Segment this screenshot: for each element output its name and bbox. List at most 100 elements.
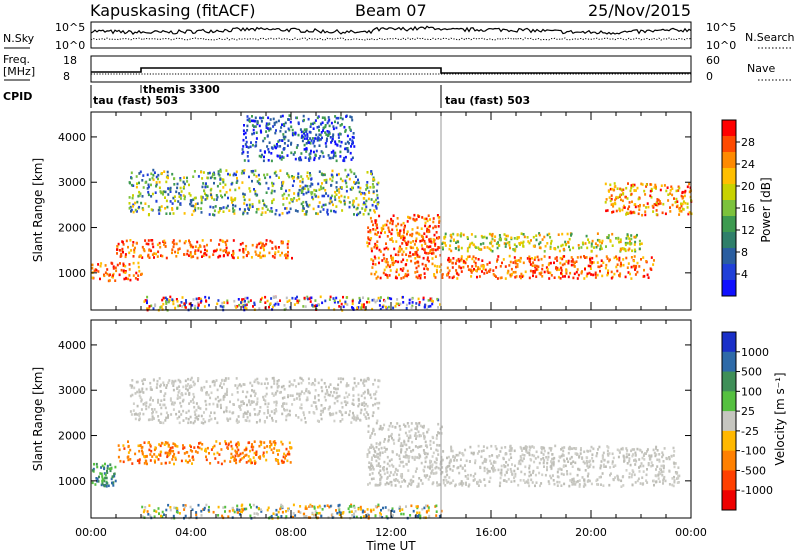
heatmap-cell [305, 398, 308, 402]
heatmap-cell [222, 398, 225, 401]
heatmap-cell [212, 402, 215, 406]
heatmap-cell [311, 191, 314, 194]
heatmap-cell [525, 448, 528, 451]
heatmap-cell [271, 241, 274, 244]
heatmap-cell [207, 393, 210, 397]
heatmap-cell [141, 390, 144, 393]
heatmap-cell [196, 451, 199, 454]
heatmap-cell [630, 449, 633, 453]
heatmap-cell [338, 199, 341, 203]
heatmap-cell [426, 307, 429, 311]
heatmap-cell [242, 255, 245, 259]
heatmap-cell [298, 158, 301, 162]
heatmap-cell [323, 179, 326, 182]
heatmap-cell [265, 205, 268, 208]
heatmap-cell [280, 507, 283, 510]
heatmap-cell [414, 261, 417, 265]
heatmap-cell [402, 234, 405, 238]
heatmap-cell [237, 441, 240, 444]
heatmap-cell [395, 453, 398, 456]
heatmap-cell [329, 177, 332, 181]
heatmap-cell [530, 239, 532, 242]
heatmap-cell [668, 456, 670, 459]
heatmap-cell [330, 209, 333, 213]
heatmap-cell [334, 142, 337, 146]
heatmap-cell [611, 460, 614, 463]
heatmap-cell [192, 401, 195, 404]
heatmap-cell [673, 475, 675, 479]
heatmap-cell [134, 452, 137, 456]
heatmap-cell [300, 381, 303, 385]
heatmap-cell [253, 451, 256, 455]
heatmap-cell [515, 275, 518, 278]
heatmap-cell [375, 233, 378, 236]
heatmap-cell [309, 152, 312, 155]
heatmap-cell [481, 270, 483, 273]
heatmap-cell [391, 425, 394, 428]
heatmap-cell [324, 407, 326, 410]
heatmap-cell [346, 134, 349, 138]
heatmap-cell [431, 482, 434, 486]
heatmap-cell [296, 144, 299, 147]
heatmap-cell [450, 481, 453, 485]
heatmap-cell [158, 206, 161, 209]
heatmap-cell [232, 256, 235, 260]
heatmap-cell [537, 455, 540, 459]
heatmap-cell [112, 265, 115, 268]
heatmap-cell [351, 299, 354, 303]
heatmap-cell [281, 212, 284, 215]
heatmap-cell [334, 190, 337, 194]
heatmap-cell [565, 269, 568, 273]
heatmap-cell [563, 446, 566, 449]
heatmap-cell [345, 175, 348, 178]
heatmap-cell [652, 210, 655, 213]
heatmap-cell [187, 383, 190, 386]
heatmap-cell [502, 258, 505, 261]
heatmap-cell [577, 244, 580, 247]
heatmap-cell [298, 188, 301, 192]
heatmap-cell [371, 307, 374, 311]
y-tick-label: 2000 [58, 222, 86, 235]
heatmap-cell [340, 140, 343, 144]
heatmap-cell [255, 245, 258, 249]
heatmap-cell [380, 231, 383, 235]
heatmap-cell [219, 189, 222, 193]
heatmap-cell [245, 254, 248, 258]
heatmap-cell [251, 179, 253, 183]
heatmap-cell [539, 246, 542, 249]
heatmap-cell [425, 235, 428, 238]
heatmap-cell [141, 245, 144, 249]
heatmap-cell [314, 389, 317, 392]
heatmap-cell [294, 131, 297, 135]
heatmap-cell [382, 467, 385, 471]
heatmap-cell [592, 273, 595, 277]
heatmap-cell [394, 276, 397, 280]
heatmap-cell [357, 178, 359, 182]
heatmap-cell [231, 201, 233, 204]
heatmap-cell [535, 450, 538, 454]
heatmap-cell [262, 159, 265, 163]
heatmap-cell [118, 448, 121, 452]
heatmap-cell [500, 473, 503, 477]
heatmap-cell [500, 471, 503, 474]
heatmap-cell [508, 254, 511, 258]
heatmap-cell [514, 464, 516, 468]
heatmap-cell [224, 379, 227, 382]
heatmap-cell [242, 247, 245, 251]
heatmap-cell [377, 407, 380, 410]
heatmap-cell [344, 130, 347, 133]
heatmap-cell [197, 246, 200, 250]
heatmap-cell [242, 305, 245, 309]
heatmap-cell [435, 465, 438, 469]
heatmap-cell [548, 277, 551, 280]
heatmap-cell [580, 246, 583, 249]
heatmap-cell [147, 253, 150, 257]
heatmap-cell [535, 268, 538, 271]
heatmap-cell [385, 265, 388, 269]
heatmap-cell [529, 263, 532, 266]
heatmap-cell [643, 268, 645, 272]
heatmap-cell [541, 275, 544, 278]
heatmap-cell [107, 279, 110, 283]
heatmap-cell [138, 461, 141, 465]
heatmap-cell [326, 130, 329, 133]
